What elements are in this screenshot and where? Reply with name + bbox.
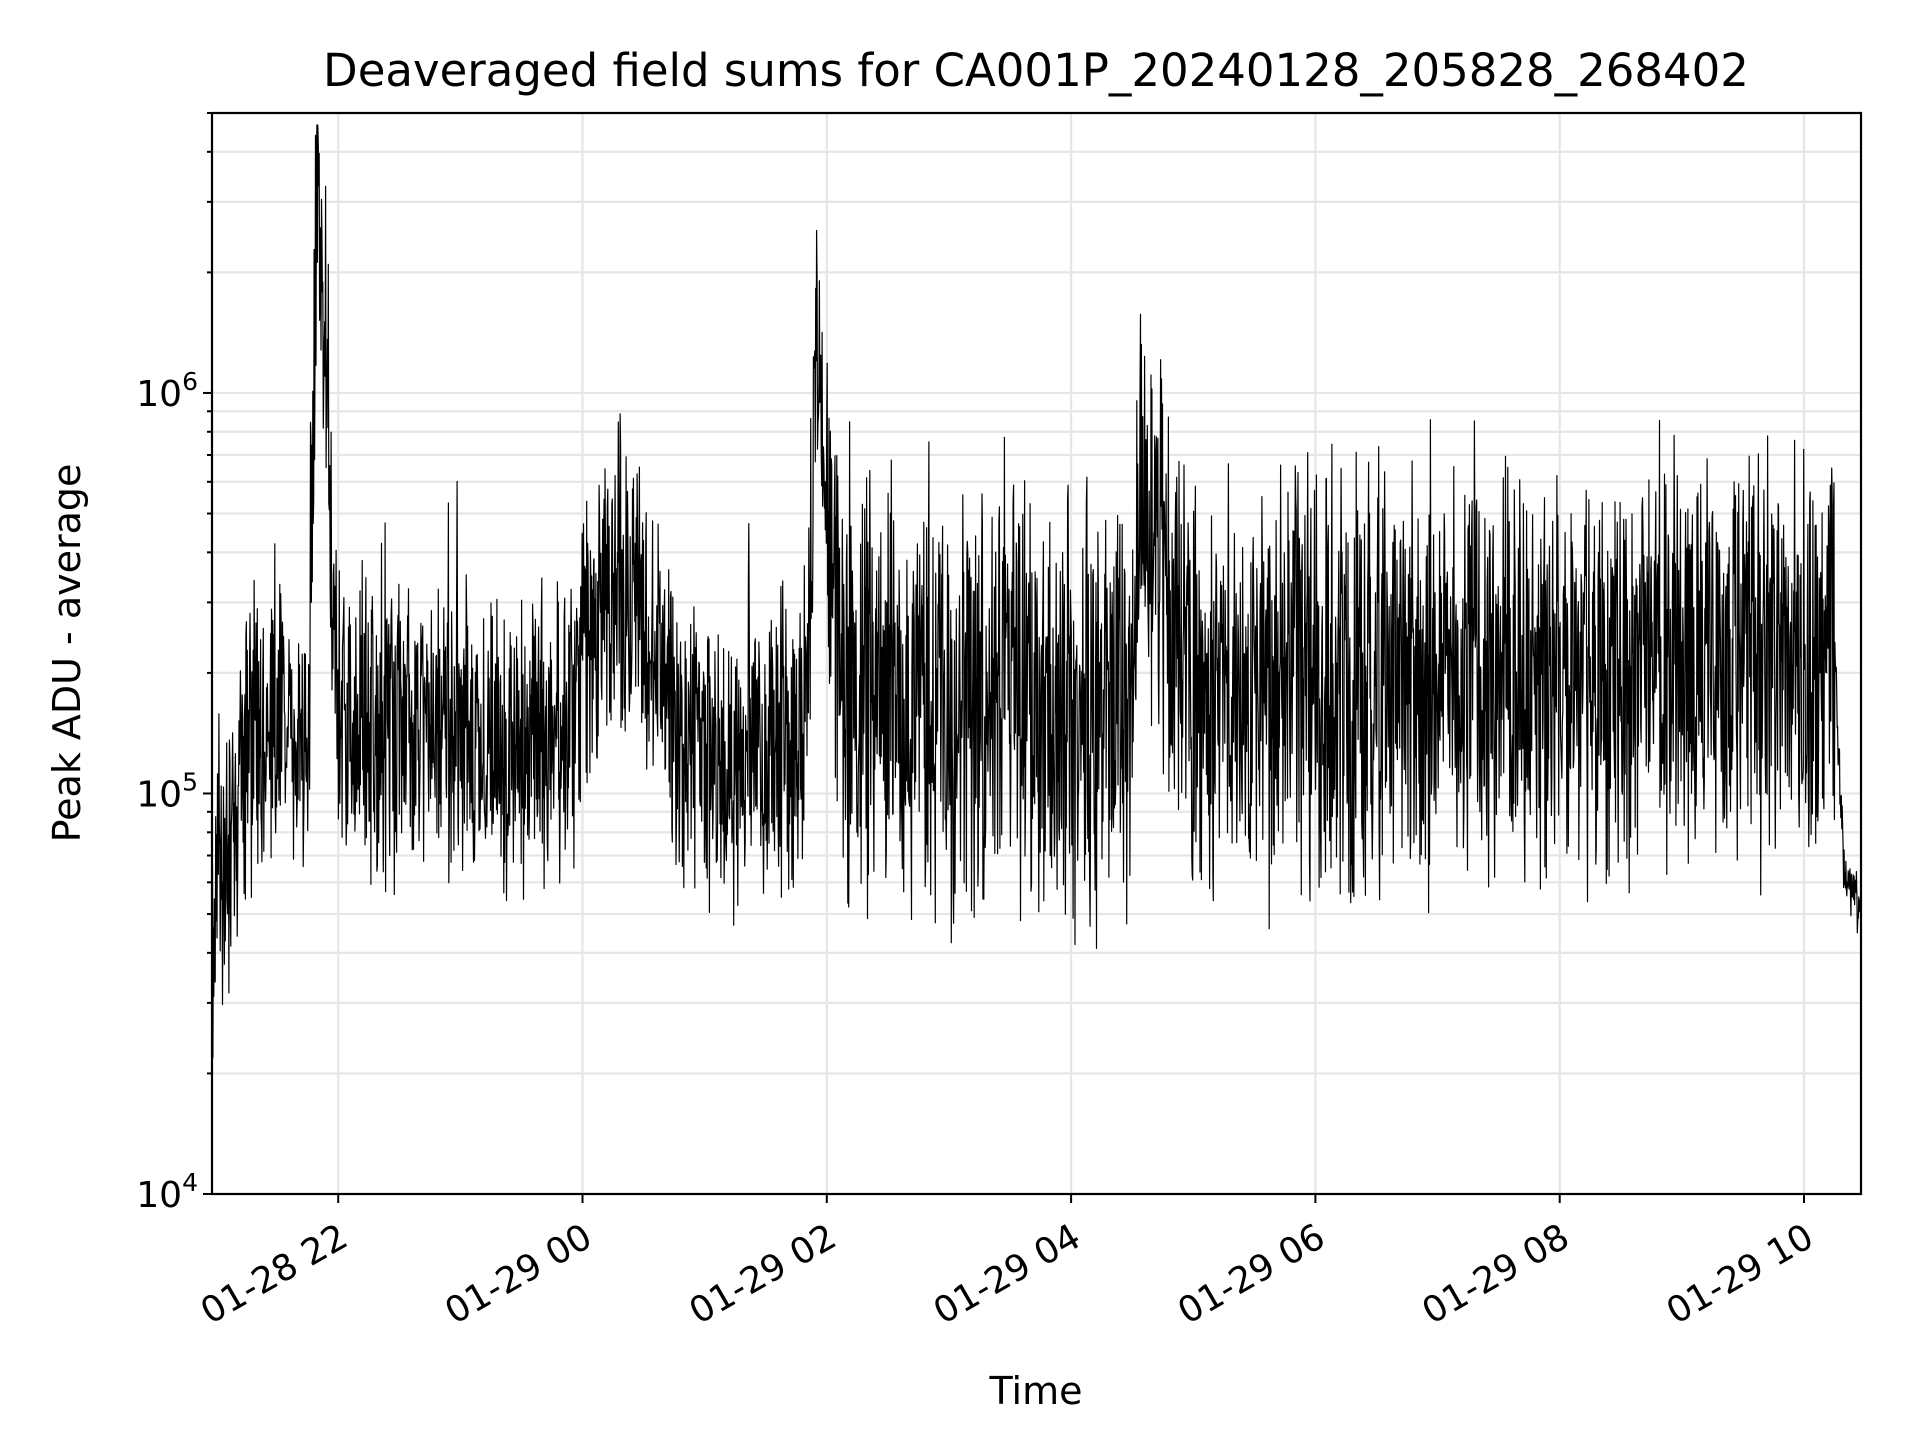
plot-frame [210,111,1863,1196]
y-tick-label: 104 [136,1168,198,1216]
x-axis-label: Time [989,1369,1083,1413]
chart-title: Deaveraged field sums for CA001P_2024012… [323,44,1749,97]
series-line [211,124,1862,1059]
y-tick-label: 105 [136,767,198,815]
y-tick-label: 106 [136,367,198,415]
y-axis-label: Peak ADU - average [45,464,89,843]
